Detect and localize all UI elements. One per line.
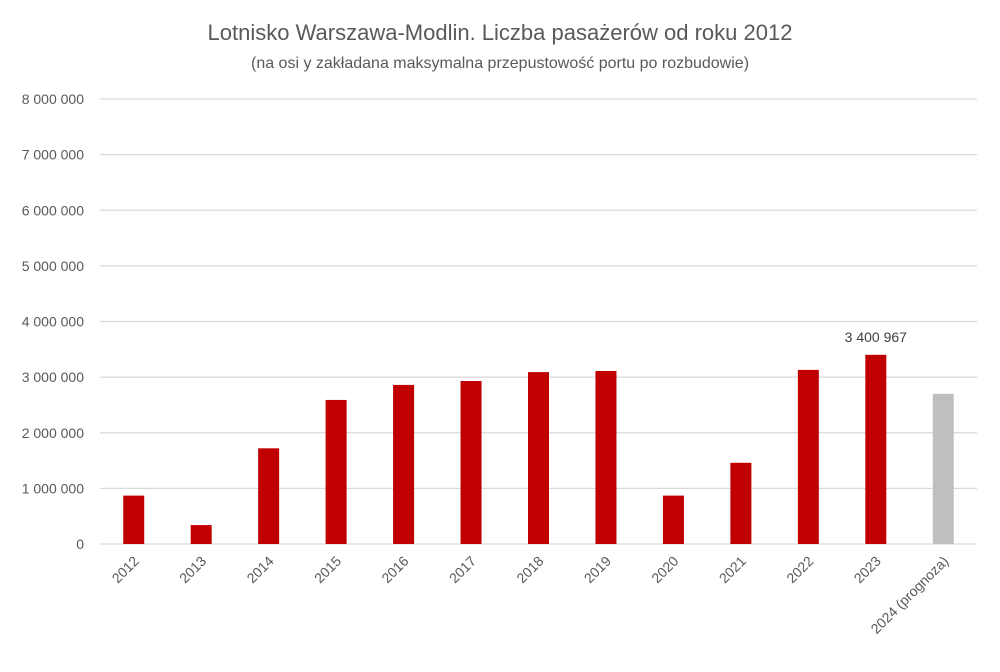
bar bbox=[932, 393, 954, 544]
y-tick-label: 0 bbox=[76, 536, 84, 552]
y-tick-label: 8 000 000 bbox=[22, 91, 84, 107]
x-tick-label: 2020 bbox=[648, 553, 681, 586]
y-tick-label: 2 000 000 bbox=[22, 425, 84, 441]
y-tick-label: 7 000 000 bbox=[22, 147, 84, 163]
bar bbox=[393, 384, 415, 544]
x-axis-ticks: 2012 2013 2014 2015 2016 2017 2018 2019 2020 2021… bbox=[109, 553, 952, 637]
chart-subtitle: (na osi y zakładana maksymalna przepusto… bbox=[251, 55, 749, 72]
x-tick-label: 2015 bbox=[311, 553, 344, 586]
data-labels: 3 400 967 bbox=[845, 329, 907, 345]
x-tick-label: 2021 bbox=[716, 553, 749, 586]
y-tick-label: 5 000 000 bbox=[22, 258, 84, 274]
y-tick-label: 1 000 000 bbox=[22, 480, 84, 496]
bar bbox=[797, 369, 819, 544]
x-tick-label: 2013 bbox=[176, 553, 209, 586]
bar bbox=[865, 354, 887, 544]
bar bbox=[730, 462, 752, 544]
x-tick-label: 2017 bbox=[446, 553, 479, 586]
gridlines bbox=[100, 98, 977, 545]
bar bbox=[123, 495, 145, 544]
bar bbox=[528, 372, 549, 544]
x-tick-label: 2016 bbox=[378, 553, 411, 586]
bar bbox=[460, 381, 482, 544]
bar bbox=[325, 399, 347, 544]
chart-title: Lotnisko Warszawa-Modlin. Liczba pasażer… bbox=[208, 20, 793, 45]
x-tick-label: 2018 bbox=[513, 553, 546, 586]
bar bbox=[662, 495, 684, 544]
x-tick-label: 2019 bbox=[581, 553, 614, 586]
x-tick-label: 2022 bbox=[783, 553, 816, 586]
data-label: 3 400 967 bbox=[845, 329, 907, 345]
bars bbox=[123, 354, 954, 544]
bar bbox=[595, 371, 617, 544]
y-tick-label: 3 000 000 bbox=[22, 369, 84, 385]
y-axis-ticks: 0 1 000 000 2 000 000 3 000 000 4 000 000 5 0… bbox=[22, 91, 85, 552]
x-tick-label: 2012 bbox=[109, 553, 142, 586]
y-tick-label: 6 000 000 bbox=[22, 202, 84, 218]
bar bbox=[190, 525, 212, 544]
bar bbox=[258, 448, 280, 544]
x-tick-label: 2023 bbox=[851, 553, 884, 586]
y-tick-label: 4 000 000 bbox=[22, 314, 84, 330]
x-tick-label: 2014 bbox=[243, 553, 276, 586]
